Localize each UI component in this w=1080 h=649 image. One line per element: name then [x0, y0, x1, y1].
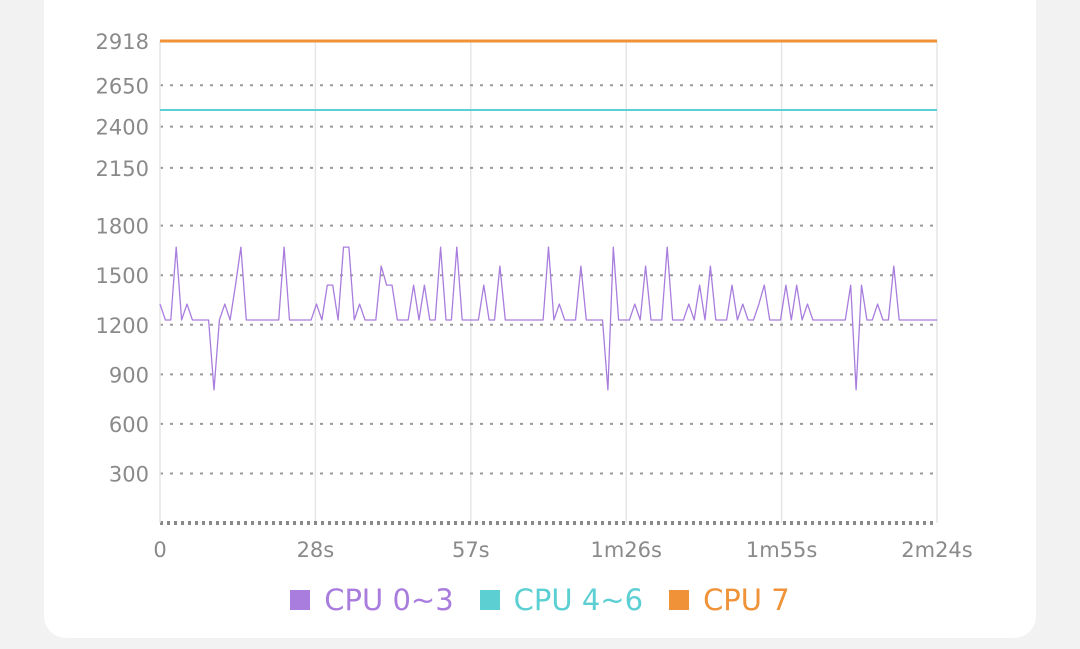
y-tick-label: 1200 — [96, 314, 149, 338]
legend-swatch — [669, 590, 690, 610]
chart-card — [44, 0, 1036, 638]
y-tick-label: 2150 — [96, 157, 149, 181]
legend-item-cpu-7[interactable]: CPU 7 — [669, 583, 790, 617]
legend: CPU 0~3 CPU 4~6 CPU 7 — [0, 583, 1080, 617]
y-tick-label: 2918 — [96, 30, 149, 54]
legend-swatch — [479, 590, 500, 610]
legend-label: CPU 4~6 — [513, 583, 644, 617]
legend-item-cpu-0-3[interactable]: CPU 0~3 — [290, 583, 454, 617]
x-tick-label: 1m26s — [590, 538, 661, 562]
series-line-cpu-0-3 — [159, 246, 937, 391]
y-tick-label: 600 — [109, 413, 149, 437]
y-tick-label: 2650 — [96, 74, 149, 98]
y-tick-label: 300 — [109, 462, 149, 486]
x-tick-label: 0 — [153, 538, 166, 562]
x-tick-label: 57s — [452, 538, 490, 562]
legend-label: CPU 0~3 — [324, 583, 454, 617]
y-tick-label: 1500 — [96, 264, 149, 288]
x-tick-label: 28s — [297, 538, 335, 562]
legend-label: CPU 7 — [703, 583, 790, 617]
legend-item-cpu-4-6[interactable]: CPU 4~6 — [479, 583, 644, 617]
y-tick-label: 1800 — [96, 215, 149, 239]
x-tick-label: 2m24s — [901, 538, 972, 562]
y-tick-label: 2400 — [96, 116, 149, 140]
x-tick-label: 1m55s — [746, 538, 817, 562]
legend-swatch — [290, 590, 311, 610]
y-tick-label: 900 — [109, 363, 149, 387]
